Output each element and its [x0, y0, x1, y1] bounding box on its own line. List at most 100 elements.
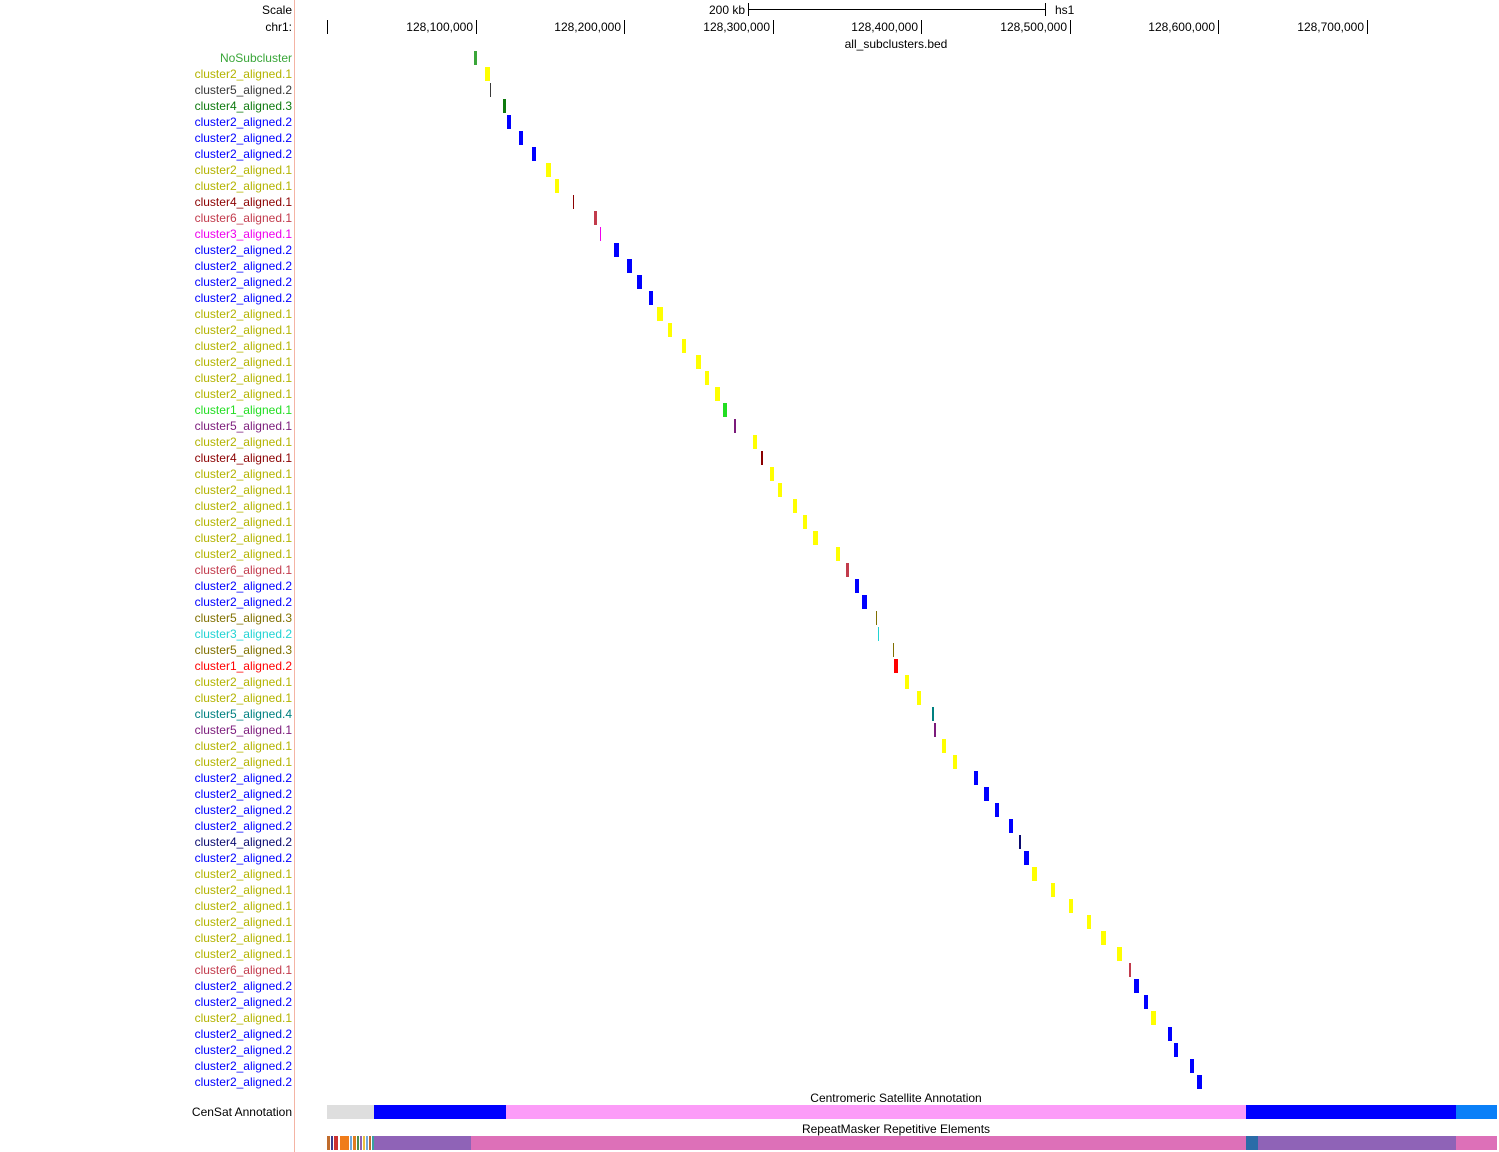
- feature-block[interactable]: [1068, 899, 1074, 913]
- feature-label[interactable]: cluster2_aligned.2: [194, 787, 292, 801]
- feature-label[interactable]: cluster2_aligned.1: [194, 899, 292, 913]
- feature-label[interactable]: NoSubcluster: [219, 51, 292, 65]
- feature-block[interactable]: [1019, 835, 1021, 849]
- feature-label[interactable]: cluster6_aligned.1: [194, 211, 292, 225]
- rmsk-segment[interactable]: [372, 1136, 374, 1150]
- feature-label[interactable]: cluster2_aligned.1: [194, 179, 292, 193]
- feature-block[interactable]: [941, 739, 947, 753]
- feature-label[interactable]: cluster2_aligned.2: [194, 979, 292, 993]
- feature-block[interactable]: [904, 675, 910, 689]
- feature-block[interactable]: [648, 291, 653, 305]
- feature-block[interactable]: [489, 83, 492, 97]
- feature-block[interactable]: [704, 371, 710, 385]
- feature-block[interactable]: [846, 563, 849, 577]
- feature-label[interactable]: cluster2_aligned.2: [194, 243, 292, 257]
- feature-label[interactable]: cluster6_aligned.1: [194, 563, 292, 577]
- feature-label[interactable]: cluster2_aligned.1: [194, 867, 292, 881]
- feature-label[interactable]: cluster2_aligned.2: [194, 995, 292, 1009]
- feature-block[interactable]: [877, 627, 879, 641]
- feature-label[interactable]: cluster2_aligned.2: [194, 147, 292, 161]
- feature-block[interactable]: [667, 323, 673, 337]
- feature-block[interactable]: [813, 531, 818, 545]
- feature-block[interactable]: [984, 787, 989, 801]
- feature-label[interactable]: cluster5_aligned.3: [194, 643, 292, 657]
- feature-label[interactable]: cluster2_aligned.1: [194, 675, 292, 689]
- feature-label[interactable]: cluster1_aligned.1: [194, 403, 292, 417]
- feature-block[interactable]: [1189, 1059, 1195, 1073]
- rmsk-segment[interactable]: [373, 1136, 472, 1150]
- feature-block[interactable]: [835, 547, 841, 561]
- censat-segment[interactable]: [373, 1105, 506, 1119]
- feature-label[interactable]: cluster2_aligned.2: [194, 291, 292, 305]
- feature-block[interactable]: [485, 67, 490, 81]
- feature-label[interactable]: cluster2_aligned.2: [194, 819, 292, 833]
- feature-block[interactable]: [994, 803, 999, 817]
- feature-label[interactable]: cluster2_aligned.1: [194, 435, 292, 449]
- feature-label[interactable]: cluster2_aligned.2: [194, 275, 292, 289]
- rmsk-segment[interactable]: [1258, 1136, 1456, 1150]
- feature-block[interactable]: [1032, 867, 1037, 881]
- feature-label[interactable]: cluster2_aligned.2: [194, 851, 292, 865]
- feature-label[interactable]: cluster2_aligned.1: [194, 307, 292, 321]
- feature-block[interactable]: [916, 691, 921, 705]
- rmsk-segment[interactable]: [471, 1136, 1247, 1150]
- feature-label[interactable]: cluster5_aligned.2: [194, 83, 292, 97]
- feature-block[interactable]: [892, 643, 894, 657]
- feature-label[interactable]: cluster2_aligned.2: [194, 1027, 292, 1041]
- feature-block[interactable]: [573, 195, 575, 209]
- rmsk-segment[interactable]: [333, 1136, 339, 1150]
- rmsk-segment[interactable]: [359, 1136, 362, 1150]
- feature-label[interactable]: cluster2_aligned.1: [194, 691, 292, 705]
- feature-label[interactable]: cluster4_aligned.1: [194, 195, 292, 209]
- feature-label[interactable]: cluster2_aligned.1: [194, 531, 292, 545]
- feature-label[interactable]: cluster2_aligned.1: [194, 67, 292, 81]
- feature-label[interactable]: cluster2_aligned.2: [194, 115, 292, 129]
- feature-label[interactable]: cluster5_aligned.4: [194, 707, 292, 721]
- feature-label[interactable]: cluster5_aligned.1: [194, 419, 292, 433]
- feature-block[interactable]: [1086, 915, 1092, 929]
- feature-block[interactable]: [802, 515, 808, 529]
- feature-label[interactable]: cluster2_aligned.1: [194, 163, 292, 177]
- feature-block[interactable]: [1117, 947, 1122, 961]
- feature-block[interactable]: [1101, 931, 1106, 945]
- feature-label[interactable]: cluster2_aligned.2: [194, 1075, 292, 1089]
- feature-block[interactable]: [637, 275, 642, 289]
- rmsk-segment[interactable]: [350, 1136, 353, 1150]
- rmsk-segment[interactable]: [369, 1136, 372, 1150]
- feature-block[interactable]: [600, 227, 602, 241]
- feature-block[interactable]: [1173, 1043, 1178, 1057]
- feature-label[interactable]: cluster1_aligned.2: [194, 659, 292, 673]
- feature-block[interactable]: [531, 147, 537, 161]
- feature-block[interactable]: [733, 419, 736, 433]
- feature-label[interactable]: cluster2_aligned.1: [194, 483, 292, 497]
- feature-label[interactable]: cluster2_aligned.1: [194, 931, 292, 945]
- feature-block[interactable]: [722, 403, 727, 417]
- rmsk-segment[interactable]: [1246, 1136, 1259, 1150]
- feature-block[interactable]: [627, 259, 632, 273]
- feature-block[interactable]: [1008, 819, 1014, 833]
- feature-label[interactable]: cluster2_aligned.2: [194, 1059, 292, 1073]
- feature-block[interactable]: [546, 163, 551, 177]
- rmsk-segment[interactable]: [330, 1136, 333, 1150]
- feature-label[interactable]: cluster2_aligned.2: [194, 131, 292, 145]
- feature-label[interactable]: cluster4_aligned.3: [194, 99, 292, 113]
- feature-label[interactable]: cluster4_aligned.2: [194, 835, 292, 849]
- feature-block[interactable]: [506, 115, 512, 129]
- feature-label[interactable]: cluster2_aligned.1: [194, 739, 292, 753]
- feature-label[interactable]: cluster2_aligned.2: [194, 771, 292, 785]
- feature-label[interactable]: cluster2_aligned.2: [194, 579, 292, 593]
- feature-label[interactable]: cluster2_aligned.1: [194, 915, 292, 929]
- feature-block[interactable]: [715, 387, 720, 401]
- feature-block[interactable]: [934, 723, 937, 737]
- censat-segment[interactable]: [505, 1105, 1247, 1119]
- censat-segment[interactable]: [1246, 1105, 1456, 1119]
- feature-block[interactable]: [1050, 883, 1056, 897]
- feature-block[interactable]: [473, 51, 477, 65]
- rmsk-segment[interactable]: [362, 1136, 365, 1150]
- rmsk-segment[interactable]: [356, 1136, 359, 1150]
- feature-label[interactable]: cluster2_aligned.1: [194, 547, 292, 561]
- feature-label[interactable]: cluster5_aligned.1: [194, 723, 292, 737]
- feature-block[interactable]: [893, 659, 898, 673]
- censat-segment[interactable]: [1455, 1105, 1497, 1119]
